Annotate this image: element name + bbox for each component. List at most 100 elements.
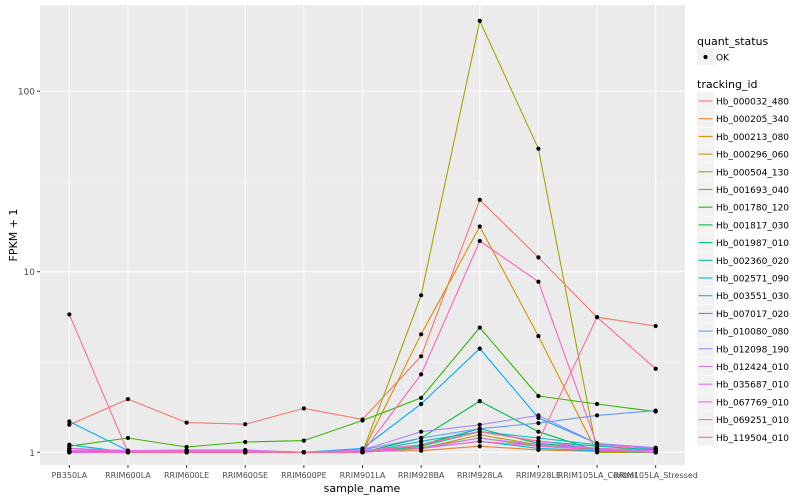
data-point: [477, 346, 482, 351]
legend-series-label: Hb_119504_010: [716, 434, 789, 444]
data-point: [67, 419, 72, 424]
x-tick-label: RRIM928LE: [516, 471, 561, 480]
data-point: [477, 426, 482, 431]
x-tick-label: RRIM928LA: [457, 471, 503, 480]
data-point: [536, 255, 541, 260]
data-point: [536, 429, 541, 434]
y-tick-label: 100: [18, 88, 35, 98]
data-point: [419, 293, 424, 298]
data-point: [536, 333, 541, 339]
data-point: [594, 442, 600, 447]
data-point: [184, 420, 189, 425]
data-point: [477, 325, 482, 330]
legend-series-label: Hb_002360_020: [716, 257, 789, 267]
legend-series-label: Hb_003551_030: [716, 292, 789, 302]
data-point: [243, 439, 248, 445]
data-point: [594, 447, 600, 453]
data-point: [594, 401, 600, 407]
x-tick-label: RRIM600LA: [105, 471, 151, 480]
data-point: [536, 439, 541, 444]
legend-series-label: Hb_010080_080: [716, 328, 789, 338]
legend-series-label: Hb_035687_010: [716, 381, 789, 391]
data-point: [419, 442, 424, 447]
x-tick-label: RRIM901LA: [340, 471, 386, 480]
legend-series-label: Hb_000205_340: [716, 115, 789, 125]
data-point: [419, 435, 424, 441]
data-point: [419, 429, 424, 434]
data-point: [653, 323, 658, 329]
x-tick-label: RRIM105LA_Control: [558, 471, 637, 480]
legend-series-label: Hb_067769_010: [716, 398, 789, 408]
data-point: [243, 422, 248, 427]
data-point: [477, 435, 482, 441]
data-point: [67, 442, 72, 447]
legend-series-label: Hb_069251_010: [716, 416, 789, 426]
legend-series-label: Hb_012098_190: [716, 345, 789, 355]
legend: quant_status tracking_id OK Hb_000032_480…: [697, 35, 789, 446]
data-point: [477, 439, 482, 444]
legend-shape-marker: [703, 54, 708, 60]
axis-layer: 1 10 100 PB350LA RRIM600LA RRIM600LE RRIM600SE…: [18, 88, 698, 480]
data-point: [419, 439, 424, 444]
legend-series-label: Hb_002571_090: [716, 275, 789, 285]
data-point: [653, 446, 658, 451]
legend-series-label: Hb_000213_080: [716, 133, 789, 143]
data-point: [184, 450, 189, 455]
data-point: [67, 422, 72, 427]
data-point: [653, 366, 658, 371]
data-point: [477, 422, 482, 427]
data-point: [536, 146, 541, 151]
x-tick-label: RRIM600SE: [222, 471, 268, 480]
legend-series-label: Hb_007017_020: [716, 310, 789, 320]
data-point: [477, 238, 482, 244]
legend-series-label: Hb_000504_130: [716, 168, 789, 178]
x-tick-label: RRIM928BA: [398, 471, 445, 480]
data-point: [67, 312, 72, 317]
data-point: [67, 446, 72, 451]
x-tick-label: RRIM600PE: [281, 471, 327, 480]
data-point: [67, 450, 72, 455]
data-point: [536, 444, 541, 449]
data-point: [301, 438, 306, 443]
data-point: [653, 408, 658, 413]
data-point: [419, 446, 424, 451]
legend-series-label: Hb_001817_030: [716, 221, 789, 231]
data-point: [419, 401, 424, 407]
data-point: [477, 197, 482, 202]
data-point: [419, 372, 424, 377]
legend-shape-title: quant_status: [697, 35, 769, 48]
data-point: [536, 279, 541, 284]
data-point: [360, 418, 365, 423]
data-point: [184, 444, 189, 450]
y-tick-label: 1: [29, 449, 35, 459]
x-tick-label: RRIM600LE: [164, 471, 209, 480]
legend-series-label: Hb_001693_040: [716, 186, 789, 196]
y-axis-title: FPKM + 1: [7, 209, 20, 262]
data-point: [125, 435, 131, 441]
data-point: [125, 396, 131, 402]
data-point: [301, 450, 306, 455]
y-tick-label: 10: [24, 268, 36, 278]
data-point: [360, 450, 365, 455]
legend-shape-label: OK: [716, 54, 730, 64]
legend-color-title: tracking_id: [697, 78, 758, 91]
legend-series-label: Hb_000296_060: [716, 151, 789, 161]
data-point: [594, 413, 600, 418]
data-point: [301, 406, 306, 411]
legend-series-label: Hb_012424_010: [716, 363, 789, 373]
data-point: [477, 18, 482, 23]
data-point: [477, 444, 482, 449]
data-point: [477, 432, 482, 437]
x-axis-title: sample_name: [324, 482, 401, 495]
data-point: [477, 224, 482, 229]
data-point: [419, 354, 424, 359]
data-point: [594, 315, 600, 320]
data-point: [536, 393, 541, 399]
data-point: [125, 450, 131, 455]
data-point: [536, 413, 541, 418]
data-point: [536, 421, 541, 426]
data-point: [419, 395, 424, 401]
data-point: [536, 435, 541, 441]
